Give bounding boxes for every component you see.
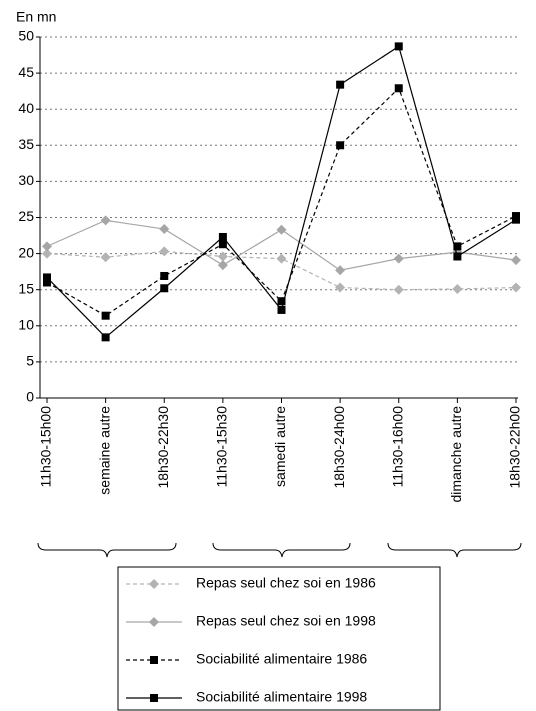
data-point (101, 333, 110, 342)
data-point (217, 260, 228, 271)
x-tick-label: 11h30-15h30 (214, 406, 230, 488)
y-tick-label: 45 (18, 64, 34, 80)
y-tick-label: 50 (18, 28, 34, 44)
legend-marker (149, 579, 159, 589)
data-point (101, 311, 110, 320)
x-tick-label: 18h30-22h00 (507, 406, 523, 489)
legend-label: Repas seul chez soi en 1986 (196, 575, 376, 591)
data-point (160, 284, 169, 293)
data-point (42, 248, 52, 259)
data-point (100, 215, 111, 226)
data-point (100, 252, 111, 263)
y-tick-label: 25 (18, 208, 34, 224)
brace (212, 542, 351, 558)
data-point (43, 278, 51, 287)
data-point (43, 273, 51, 282)
y-tick-label: 30 (18, 172, 34, 188)
x-tick-label: semaine autre (96, 406, 112, 495)
data-point (336, 141, 345, 150)
data-point (453, 252, 462, 261)
series-line (46, 45, 517, 339)
y-tick-label: 40 (18, 100, 34, 116)
data-point (159, 246, 170, 257)
data-point (393, 253, 404, 264)
legend-label: Sociabilité alimentaire 1986 (196, 651, 367, 667)
data-point (453, 242, 462, 251)
x-tick-label: dimanche autre (448, 406, 464, 503)
y-tick-label: 5 (26, 353, 34, 369)
brace (387, 542, 522, 558)
series-line (46, 250, 517, 291)
data-point (511, 255, 521, 266)
group-braces (37, 542, 522, 558)
data-point (159, 224, 170, 235)
series-line (46, 87, 517, 317)
data-point (218, 240, 227, 249)
data-point (511, 282, 521, 293)
y-tick-label: 20 (18, 244, 34, 260)
data-point (276, 253, 287, 264)
legend-marker (150, 694, 158, 702)
x-tick-label: 18h30-24h00 (331, 406, 347, 489)
data-point (336, 80, 345, 89)
data-point (335, 265, 346, 276)
data-point (394, 42, 403, 51)
data-point (217, 251, 228, 262)
data-point (160, 271, 169, 280)
data-point (452, 283, 463, 294)
data-point (42, 241, 52, 252)
legend-marker (149, 617, 159, 627)
data-point (276, 224, 287, 235)
x-tick-label: samedi autre (272, 406, 288, 487)
data-point (218, 232, 227, 241)
y-axis-label: En mn (16, 9, 56, 25)
y-tick-label: 15 (18, 280, 34, 296)
data-point (335, 282, 346, 293)
y-tick-label: 0 (26, 389, 34, 405)
legend-box (117, 566, 441, 711)
y-tick-label: 10 (18, 317, 34, 333)
x-tick-label: 11h30-15h00 (38, 406, 54, 488)
legend-label: Sociabilité alimentaire 1998 (196, 689, 367, 705)
x-tick-label: 11h30-16h00 (389, 406, 405, 488)
data-point (393, 284, 404, 295)
data-point (512, 215, 520, 224)
data-point (394, 84, 403, 93)
brace (37, 542, 177, 558)
data-point (277, 297, 286, 306)
data-point (277, 305, 286, 314)
legend-marker (150, 656, 158, 664)
x-tick-label: 18h30-22h30 (155, 406, 171, 489)
legend-label: Repas seul chez soi en 1998 (196, 613, 376, 629)
y-tick-label: 35 (18, 136, 34, 152)
